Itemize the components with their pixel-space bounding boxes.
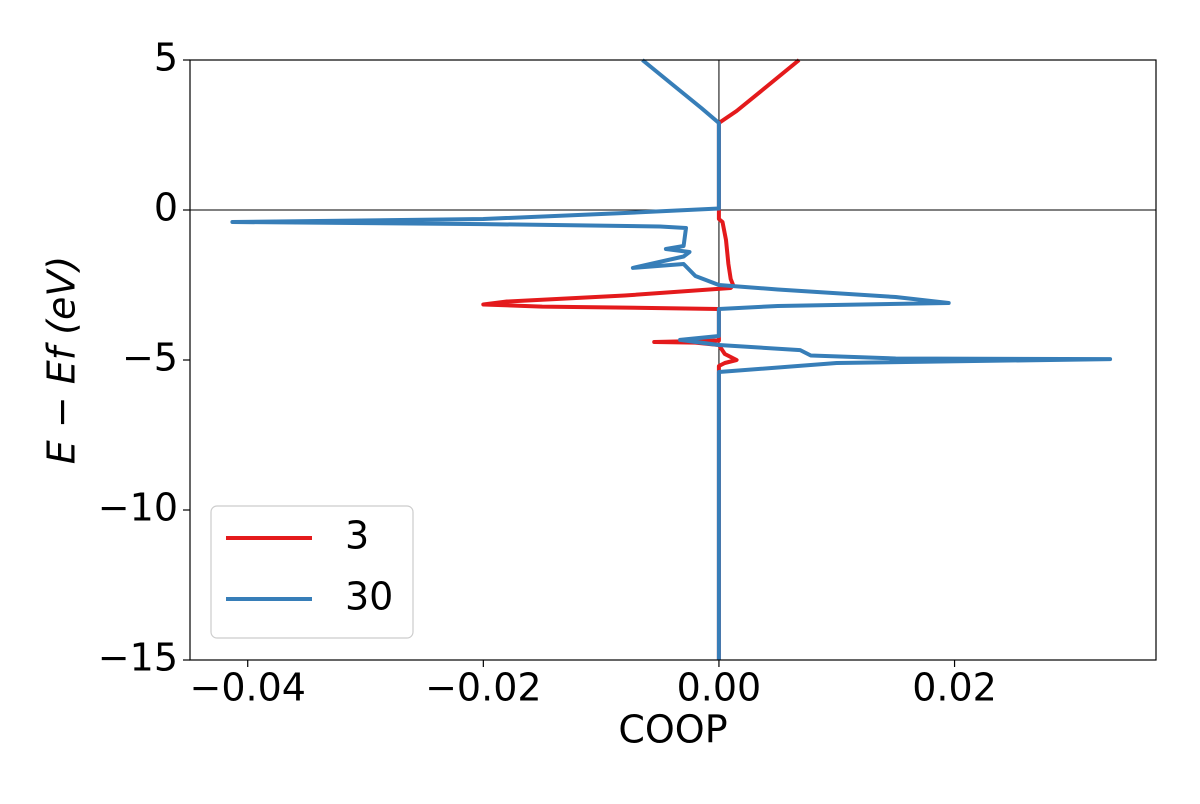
legend-label: 30 [345,575,393,619]
x-tick-label: −0.04 [189,666,305,710]
y-tick-label: 0 [154,186,178,230]
series-line [230,58,1113,660]
x-tick-label: 0.02 [912,666,997,710]
plot-frame [189,59,1157,661]
x-tick-label: −0.02 [425,666,541,710]
y-tick-label: 5 [154,36,178,80]
y-tick-label: −10 [98,486,178,530]
y-tick-label: −15 [98,636,178,680]
legend-label: 3 [345,514,369,558]
x-axis-label: COOP [618,708,727,752]
series-line [481,58,801,660]
y-axis-label: E − Ef (eV) [40,256,84,465]
y-tick-label: −5 [122,336,178,380]
x-tick-label: 0.00 [677,666,762,710]
